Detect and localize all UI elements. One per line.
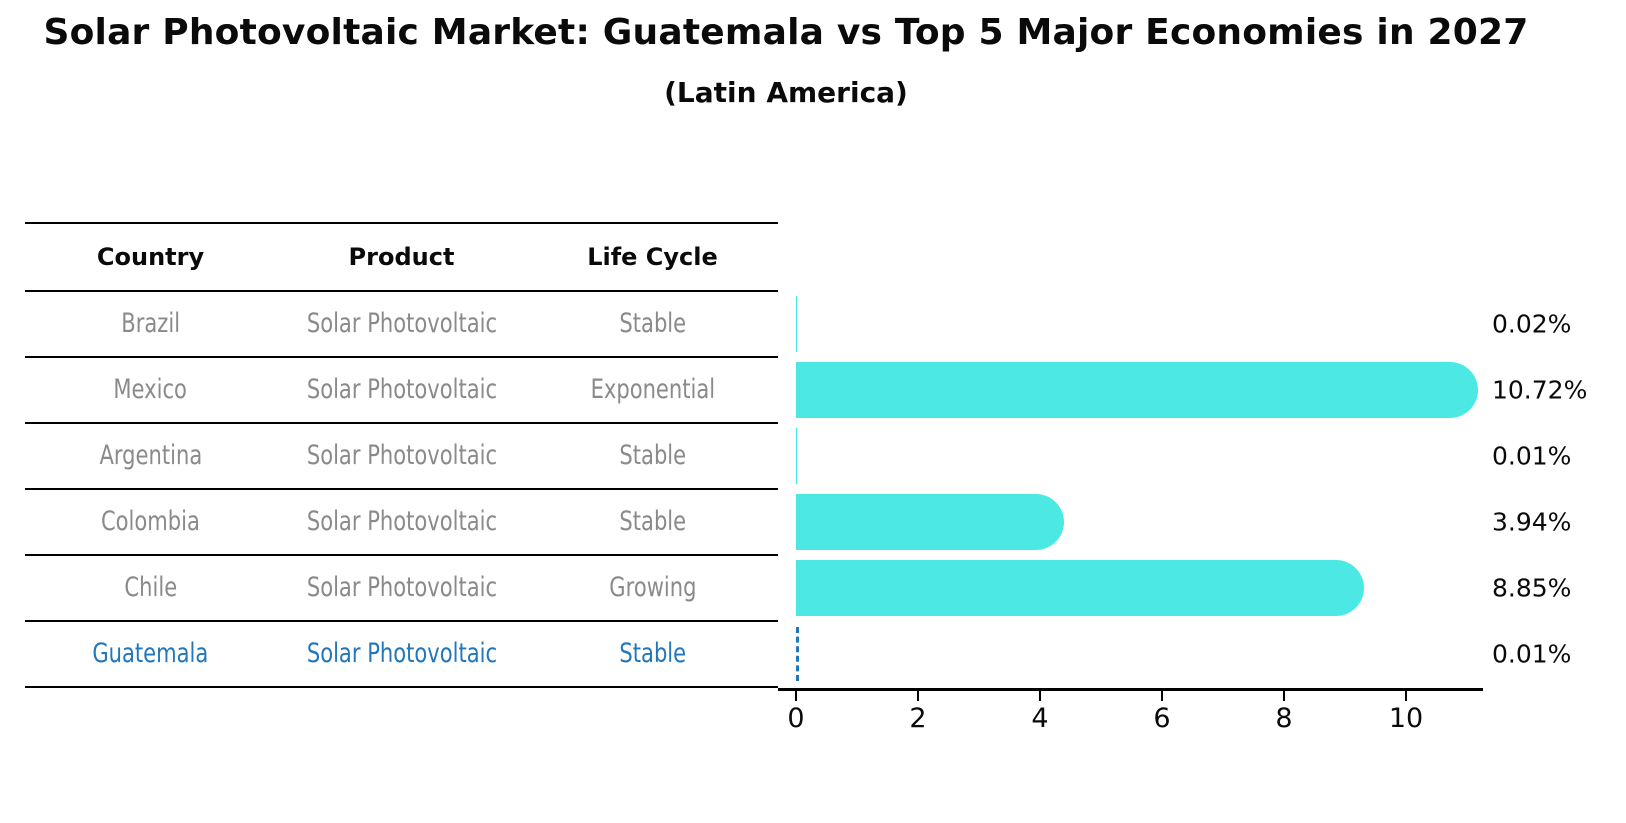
table-row: Colombia Solar Photovoltaic Stable bbox=[25, 488, 778, 554]
table-border-bottom bbox=[25, 686, 778, 688]
cell-country: Argentina bbox=[25, 422, 276, 488]
bar-colombia bbox=[796, 494, 1065, 550]
cell-country: Mexico bbox=[25, 356, 276, 422]
cell-product: Solar Photovoltaic bbox=[276, 422, 527, 488]
x-tick-mark bbox=[1283, 690, 1285, 701]
cell-country-text: Colombia bbox=[101, 505, 200, 537]
table-header-row: Country Product Life Cycle bbox=[25, 224, 778, 290]
x-tick-mark bbox=[1161, 690, 1163, 701]
cell-product-text: Solar Photovoltaic bbox=[306, 505, 497, 537]
cell-country: Guatemala bbox=[25, 620, 276, 686]
cell-life-cycle: Stable bbox=[527, 422, 778, 488]
x-tick-label: 0 bbox=[787, 703, 805, 734]
cell-product: Solar Photovoltaic bbox=[276, 620, 527, 686]
table-row-divider bbox=[25, 554, 778, 556]
table-row-divider bbox=[25, 488, 778, 490]
cell-product-text: Solar Photovoltaic bbox=[306, 307, 497, 339]
cell-life-cycle: Growing bbox=[527, 554, 778, 620]
cell-life-cycle: Exponential bbox=[527, 356, 778, 422]
cell-country-text: Guatemala bbox=[92, 637, 209, 669]
table-border-top bbox=[25, 222, 778, 224]
cell-life-cycle-text: Stable bbox=[619, 505, 686, 537]
cell-product-text: Solar Photovoltaic bbox=[306, 439, 497, 471]
cell-product-text: Solar Photovoltaic bbox=[306, 637, 497, 669]
cell-country-text: Argentina bbox=[99, 439, 202, 471]
cell-country-text: Brazil bbox=[121, 307, 180, 339]
bar-guatemala bbox=[796, 627, 799, 681]
cell-country: Colombia bbox=[25, 488, 276, 554]
bar-mexico bbox=[796, 362, 1478, 418]
cell-life-cycle-text: Stable bbox=[619, 637, 686, 669]
cell-country: Chile bbox=[25, 554, 276, 620]
bar-value-label: 3.94% bbox=[1492, 507, 1572, 537]
bar-value-label: 0.02% bbox=[1492, 309, 1572, 339]
cell-country: Brazil bbox=[25, 290, 276, 356]
cell-product: Solar Photovoltaic bbox=[276, 554, 527, 620]
cell-product-text: Solar Photovoltaic bbox=[306, 373, 497, 405]
x-tick-mark bbox=[795, 690, 797, 701]
chart-subtitle: (Latin America) bbox=[664, 76, 908, 109]
x-tick-label: 2 bbox=[909, 703, 927, 734]
column-header-country: Country bbox=[96, 243, 205, 271]
bar-value-label: 0.01% bbox=[1492, 441, 1572, 471]
x-tick-label: 6 bbox=[1153, 703, 1171, 734]
table-row: Brazil Solar Photovoltaic Stable bbox=[25, 290, 778, 356]
cell-product-text: Solar Photovoltaic bbox=[306, 571, 497, 603]
bar-value-label: 10.72% bbox=[1492, 375, 1588, 405]
cell-product: Solar Photovoltaic bbox=[276, 356, 527, 422]
x-axis-line bbox=[778, 688, 1483, 691]
cell-life-cycle-text: Stable bbox=[619, 307, 686, 339]
table-row-divider bbox=[25, 356, 778, 358]
x-tick-mark bbox=[917, 690, 919, 701]
x-tick-label: 4 bbox=[1031, 703, 1049, 734]
x-tick-mark bbox=[1405, 690, 1407, 701]
cell-product: Solar Photovoltaic bbox=[276, 488, 527, 554]
table-row: Chile Solar Photovoltaic Growing bbox=[25, 554, 778, 620]
bar-chile bbox=[796, 560, 1364, 616]
bar-value-label: 0.01% bbox=[1492, 639, 1572, 669]
cell-country-text: Chile bbox=[124, 571, 177, 603]
x-tick-label: 8 bbox=[1275, 703, 1293, 734]
table-border-header bbox=[25, 290, 778, 292]
cell-life-cycle-text: Stable bbox=[619, 439, 686, 471]
bar-value-label: 8.85% bbox=[1492, 573, 1572, 603]
column-header-life-cycle: Life Cycle bbox=[587, 243, 718, 271]
cell-life-cycle-text: Exponential bbox=[590, 373, 715, 405]
table-row: Mexico Solar Photovoltaic Exponential bbox=[25, 356, 778, 422]
table-row-divider bbox=[25, 620, 778, 622]
bar-argentina bbox=[796, 428, 797, 484]
table-row: Guatemala Solar Photovoltaic Stable bbox=[25, 620, 778, 686]
table-row-divider bbox=[25, 422, 778, 424]
cell-life-cycle: Stable bbox=[527, 290, 778, 356]
cell-product: Solar Photovoltaic bbox=[276, 290, 527, 356]
cell-life-cycle-text: Growing bbox=[608, 571, 697, 603]
table-row: Argentina Solar Photovoltaic Stable bbox=[25, 422, 778, 488]
x-tick-label: 10 bbox=[1388, 703, 1424, 734]
cell-life-cycle: Stable bbox=[527, 488, 778, 554]
cell-life-cycle: Stable bbox=[527, 620, 778, 686]
chart-title: Solar Photovoltaic Market: Guatemala vs … bbox=[43, 12, 1529, 53]
x-tick-mark bbox=[1039, 690, 1041, 701]
column-header-product: Product bbox=[348, 243, 455, 271]
bar-brazil bbox=[796, 296, 798, 352]
cell-country-text: Mexico bbox=[113, 373, 188, 405]
